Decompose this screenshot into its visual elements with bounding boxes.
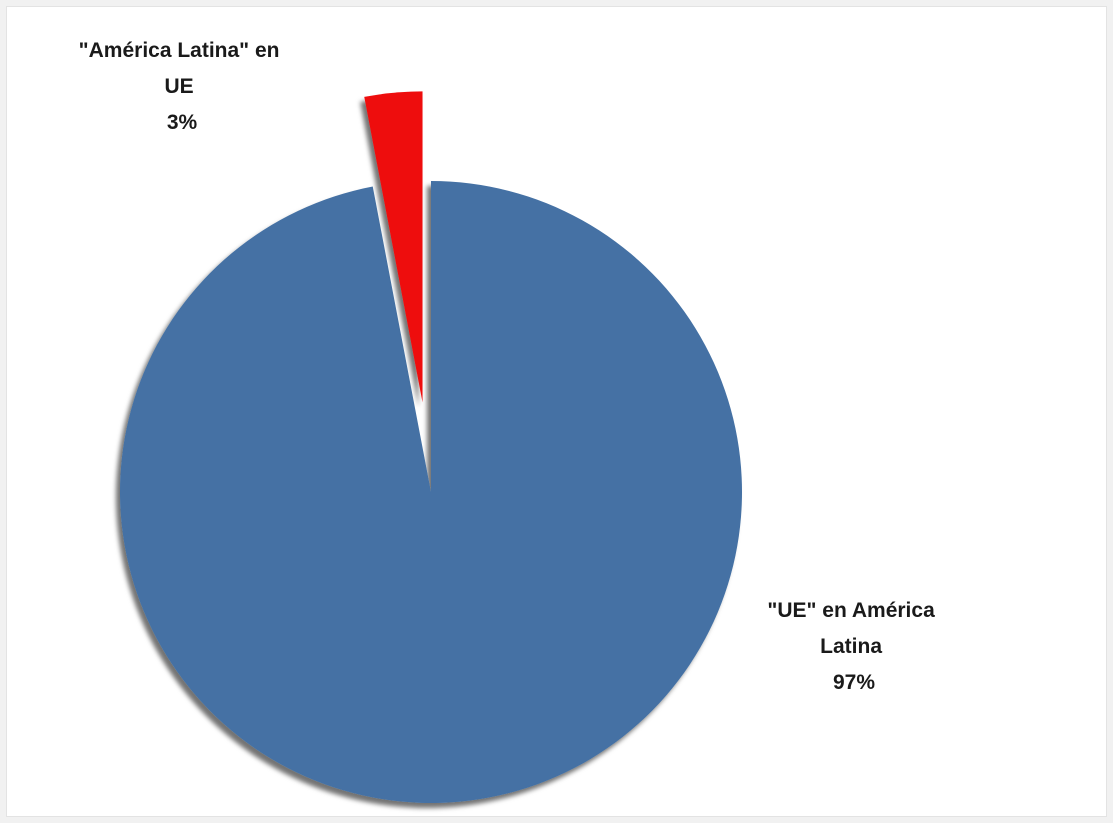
pie-slice-ue-en-america-latina xyxy=(119,181,742,803)
pie-slices xyxy=(119,91,742,803)
pie-labels: "América Latina" en UE 3% "UE" en Améric… xyxy=(79,39,940,694)
pie-slice-america-latina-en-ue xyxy=(364,91,423,403)
slice-label-america-latina-en-ue: "América Latina" en UE 3% xyxy=(79,39,286,134)
slice-label-ue-en-america-latina: "UE" en América Latina 97% xyxy=(767,599,940,694)
